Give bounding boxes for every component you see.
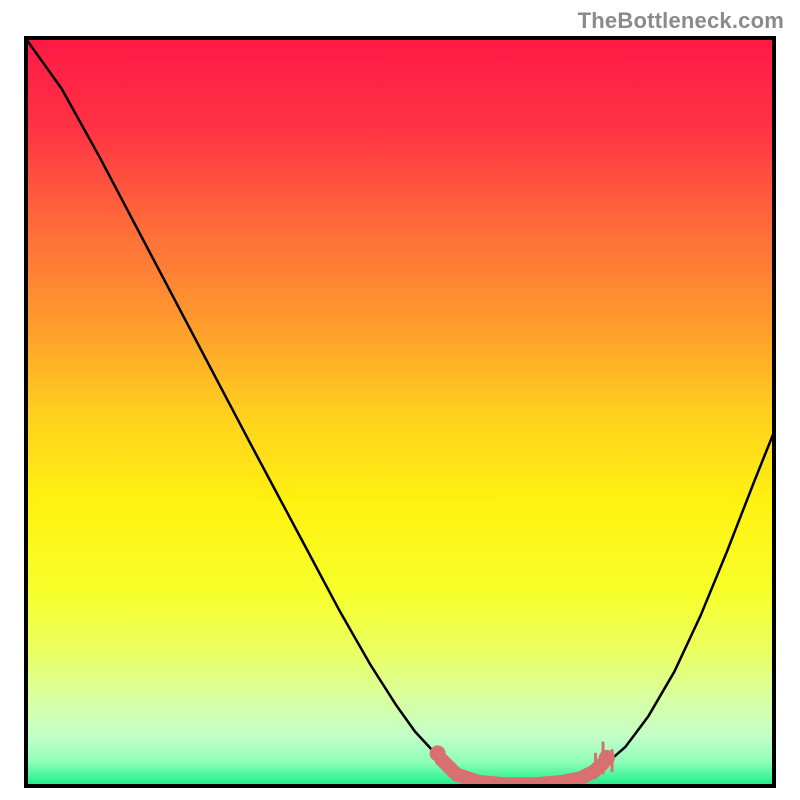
bottom-marker-dots bbox=[430, 745, 615, 766]
bottom-marker-path bbox=[441, 759, 603, 784]
plot-area bbox=[24, 36, 776, 788]
marker-end-dot bbox=[430, 745, 446, 761]
bottleneck-curve bbox=[24, 36, 776, 783]
plot-svg bbox=[24, 36, 776, 788]
marker-end-dot bbox=[599, 750, 615, 766]
watermark-text: TheBottleneck.com bbox=[578, 8, 784, 34]
